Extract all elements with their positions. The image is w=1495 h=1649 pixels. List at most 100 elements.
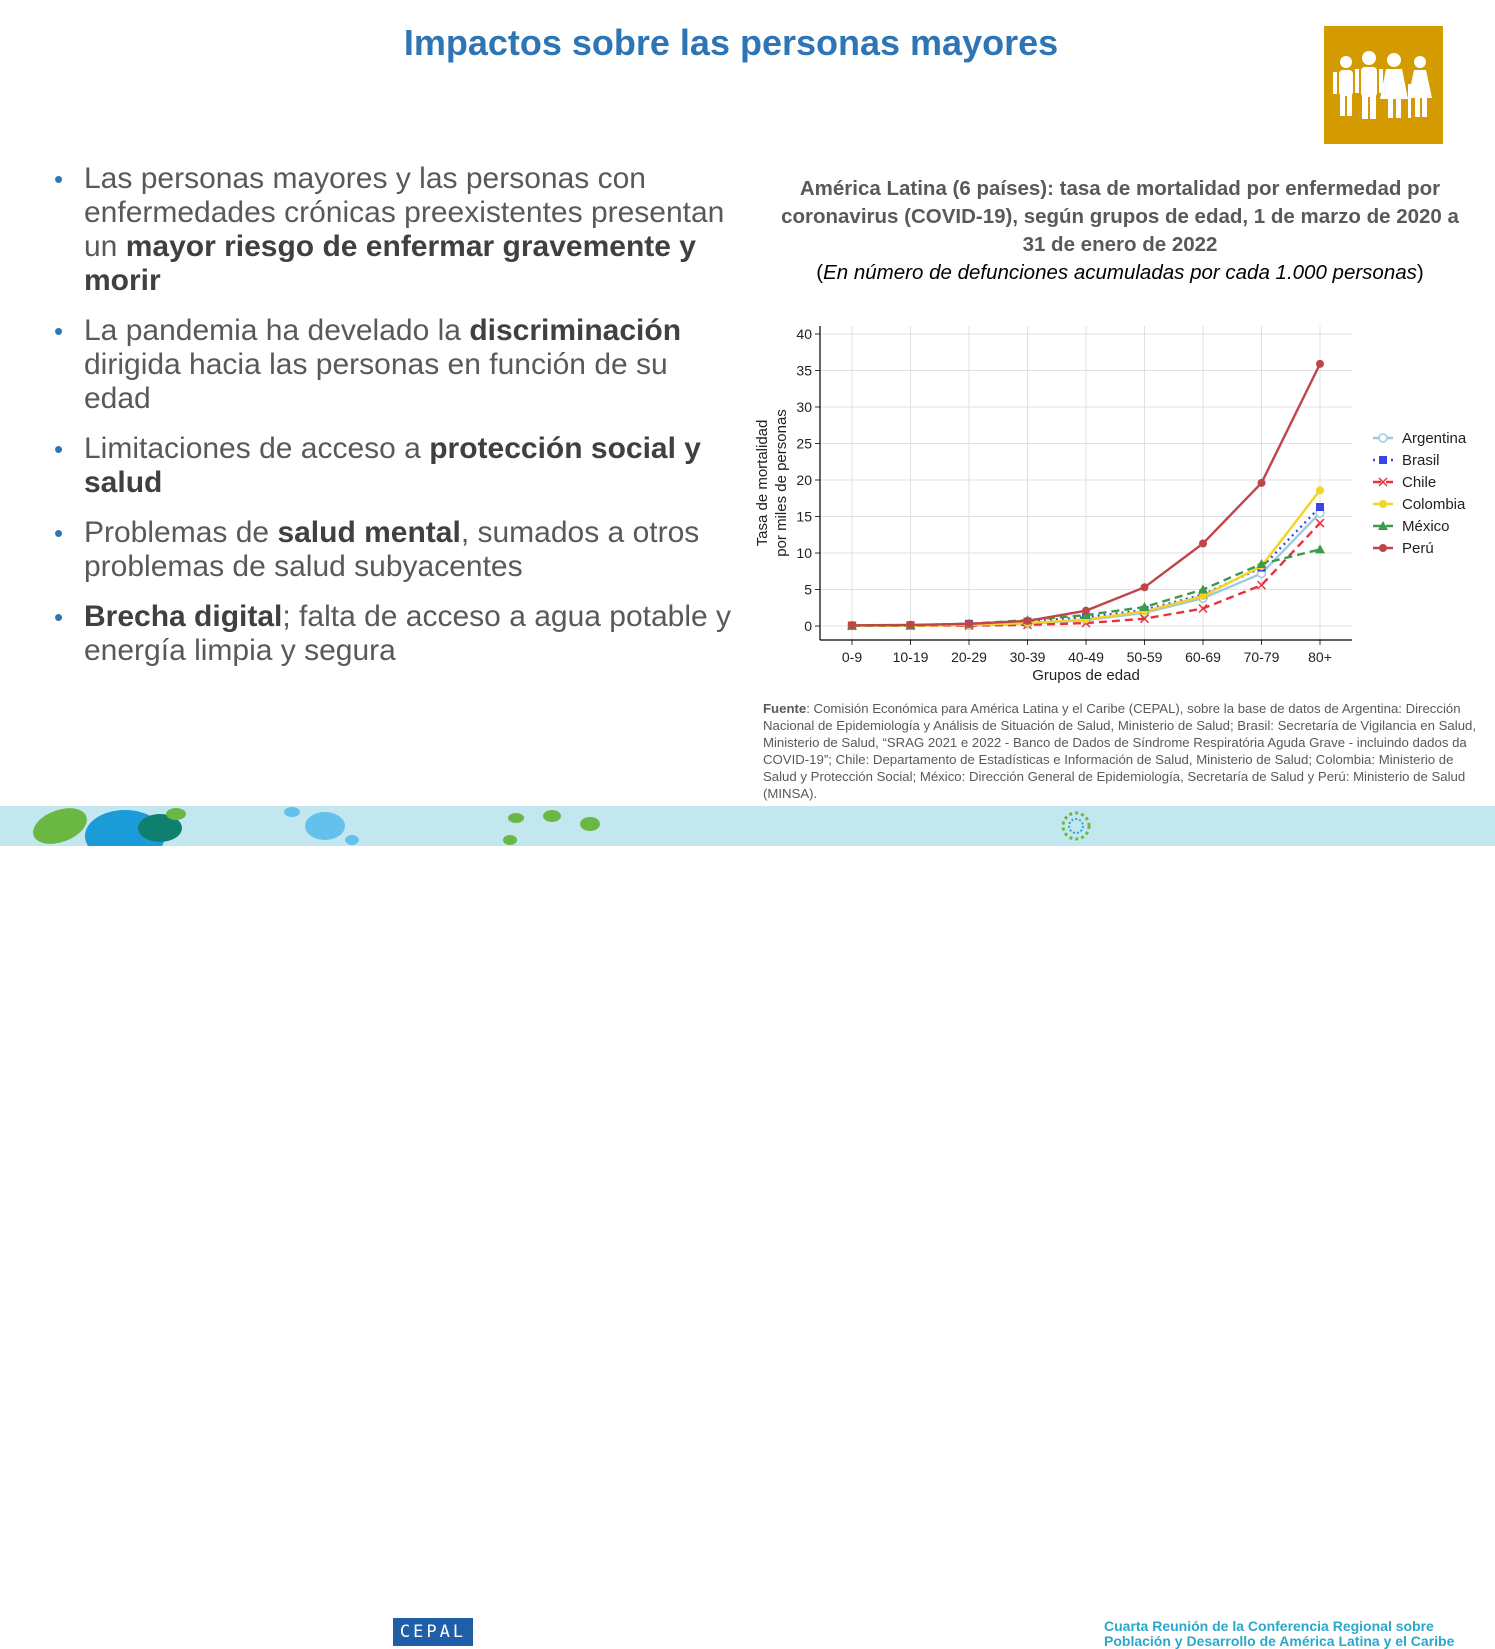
legend-entry: Colombia <box>1373 496 1466 513</box>
x-tick-label: 50-59 <box>1127 649 1163 665</box>
y-tick-label: 10 <box>796 545 812 561</box>
bullet-emphasis: mayor riesgo de enfermar gravemente y mo… <box>84 230 696 297</box>
source-note: Fuente: Comisión Económica para América … <box>763 700 1483 802</box>
y-axis-label-line2: por miles de personas <box>773 409 790 557</box>
bullet-dot: • <box>54 434 64 464</box>
mortality-line-chart: 0 5 10 15 20 25 30 35 40 0-9 10-19 20-29 30-39 40-49 5… <box>754 326 1467 684</box>
bullet-text: La pandemia ha develado la <box>84 314 470 347</box>
data-point-stroke <box>1256 580 1267 590</box>
x-tick-label: 0-9 <box>842 649 862 665</box>
legend-label: Argentina <box>1402 430 1467 447</box>
bullet-item: • Problemas de salud mental, sumados a ot… <box>54 516 734 584</box>
data-point <box>1139 614 1150 624</box>
data-point <box>1256 558 1267 568</box>
legend-marker <box>1379 500 1387 508</box>
data-point <box>848 621 856 630</box>
y-tick-label: 0 <box>804 618 812 634</box>
legend-marker <box>1379 456 1387 464</box>
legend-entry: Perú <box>1373 540 1434 557</box>
data-point <box>906 620 915 629</box>
data-point <box>1316 359 1324 368</box>
x-tick-label: 40-49 <box>1068 649 1104 665</box>
legend-marker-stroke <box>1378 477 1388 487</box>
source-text: : Comisión Económica para América Latina… <box>763 701 1477 801</box>
bullet-emphasis: salud mental <box>277 516 461 549</box>
conference-name: Cuarta Reunión de la Conferencia Regiona… <box>1104 1619 1484 1649</box>
bullet-text: dirigida hacia las personas en función d… <box>84 348 668 415</box>
chart-subtitle-text: En número de defunciones acumuladas por … <box>823 261 1417 284</box>
data-point-stroke <box>1315 518 1325 528</box>
people-family-icon <box>1333 51 1432 119</box>
x-tick-label: 30-39 <box>1010 649 1046 665</box>
legend-entry: Argentina <box>1373 430 1467 447</box>
bullet-emphasis: discriminación <box>469 314 682 347</box>
bullet-dot: • <box>54 316 64 346</box>
data-point <box>1140 583 1149 592</box>
bullet-text: Las personas mayores y las personas con … <box>84 162 725 263</box>
x-tick-label: 60-69 <box>1185 649 1221 665</box>
chart-title-subtitle: (En número de defunciones acumuladas por… <box>775 259 1465 287</box>
bullet-text: Problemas de <box>84 516 278 549</box>
data-point <box>1199 539 1207 548</box>
cepal-logo: CEPAL <box>393 1618 473 1646</box>
y-tick-label: 35 <box>796 363 812 379</box>
data-point <box>1256 580 1267 590</box>
legend-label: México <box>1402 518 1450 535</box>
source-label: Fuente <box>763 701 807 716</box>
bullet-list: • Las personas mayores y las personas con… <box>54 162 734 684</box>
y-tick-label: 15 <box>796 509 812 525</box>
chart-title-main: América Latina (6 países): tasa de morta… <box>781 177 1459 256</box>
legend-label: Chile <box>1402 474 1436 491</box>
sdg-badge <box>1324 26 1443 144</box>
bullet-emphasis: protección social y salud <box>84 432 701 499</box>
x-tick-label: 80+ <box>1308 649 1332 665</box>
x-axis-label: Grupos de edad <box>1032 667 1140 684</box>
bullet-text: ; falta de acceso a agua potable y energ… <box>84 600 732 667</box>
legend-marker <box>1378 433 1388 443</box>
slide-title: Impactos sobre las personas mayores <box>403 22 1059 63</box>
x-tick-label: 20-29 <box>951 649 987 665</box>
conference-line-2: Población y Desarrollo de América Latina… <box>1104 1633 1455 1649</box>
data-point <box>1198 584 1208 594</box>
data-point <box>1316 486 1324 495</box>
bullet-dot: • <box>54 518 64 548</box>
data-point <box>1198 603 1208 614</box>
legend-marker <box>1378 477 1388 487</box>
data-point <box>1316 503 1324 512</box>
legend-entry: México <box>1373 518 1450 535</box>
data-point <box>1257 478 1266 487</box>
bullet-text: , sumados a otros problemas de salud sub… <box>84 516 700 583</box>
footer-decoration <box>33 807 1091 862</box>
y-tick-label: 20 <box>796 472 812 488</box>
legend-label: Perú <box>1402 540 1434 557</box>
data-point <box>1139 602 1150 612</box>
y-tick-label: 30 <box>796 399 812 415</box>
x-tick-label: 70-79 <box>1244 649 1280 665</box>
data-point-stroke <box>1198 603 1208 614</box>
chart-subtitle-open: ( <box>816 261 824 284</box>
legend-entry: Brasil <box>1373 452 1440 469</box>
legend-entry: Chile <box>1373 474 1436 491</box>
y-tick-label: 25 <box>796 436 812 452</box>
x-tick-label: 10-19 <box>893 649 929 665</box>
y-axis-label-line1: Tasa de mortalidad <box>754 420 771 547</box>
bullet-item: • La pandemia ha develado la discriminaci… <box>54 314 734 416</box>
bullet-item: • Brecha digital; falta de acceso a agua … <box>54 600 734 668</box>
footer-bar: CEPAL Cuarta Reunión de la Conferencia R… <box>0 806 1495 1649</box>
chart-subtitle-close: ) <box>1416 261 1424 284</box>
y-tick-label: 40 <box>796 326 812 342</box>
bullet-dot: • <box>54 164 64 194</box>
legend-label: Colombia <box>1402 496 1466 513</box>
bullet-item: • Las personas mayores y las personas con… <box>54 162 734 298</box>
legend-marker <box>1379 544 1387 552</box>
data-point <box>1082 606 1090 615</box>
series-perú <box>848 359 1324 630</box>
conference-line-1: Cuarta Reunión de la Conferencia Regiona… <box>1104 1618 1434 1634</box>
bullet-text: Limitaciones de acceso a <box>84 432 430 465</box>
data-point <box>1315 518 1325 528</box>
y-tick-label: 5 <box>804 582 812 598</box>
data-point <box>1315 544 1325 554</box>
legend-marker <box>1378 521 1388 530</box>
data-point <box>1199 592 1207 601</box>
legend-label: Brasil <box>1402 452 1440 469</box>
